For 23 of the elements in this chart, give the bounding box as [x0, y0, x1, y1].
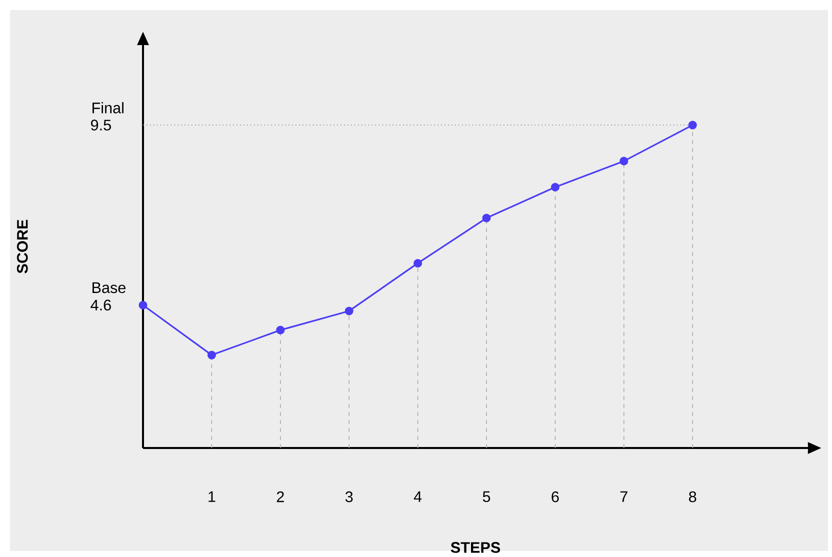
- point: [620, 156, 628, 166]
- point: [138, 300, 148, 310]
- x-tick-label: 3: [345, 491, 353, 502]
- text: Final: [92, 102, 124, 114]
- point: [482, 214, 491, 222]
- x-axis-title: STEPS: [450, 542, 500, 553]
- x-tick-label: 6: [552, 491, 559, 502]
- y-tick-label: 4.6: [90, 299, 111, 310]
- text: Base: [92, 282, 126, 293]
- point: [276, 326, 285, 334]
- point: [550, 182, 560, 192]
- x-tick-label: 7: [620, 491, 628, 502]
- x-tick-label: 5: [482, 491, 490, 502]
- point: [688, 120, 697, 130]
- point: [207, 350, 216, 360]
- y-tick-label: 9.5: [91, 119, 111, 130]
- point: [344, 306, 354, 316]
- x-tick-label: 8: [689, 491, 696, 502]
- point: [414, 258, 422, 268]
- x-tick-label: 2: [276, 491, 284, 502]
- x-tick-label: 1: [208, 491, 216, 502]
- y-axis-title: SCORE: [16, 220, 28, 274]
- x-tick-label: 4: [414, 491, 422, 502]
